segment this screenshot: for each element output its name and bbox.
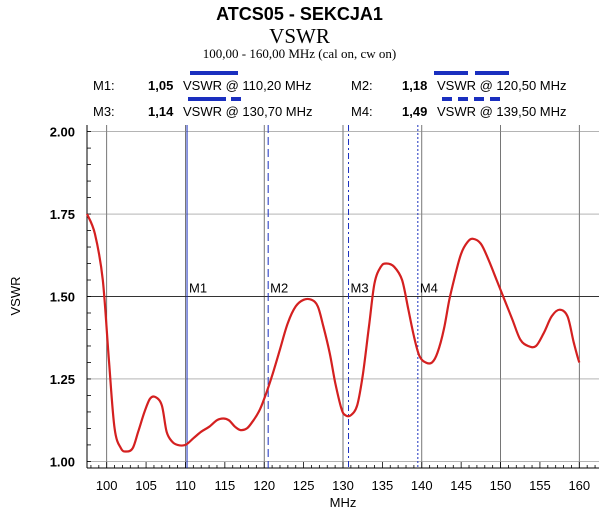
marker-4-value: 1,49 xyxy=(402,104,428,119)
x-tick-label: 150 xyxy=(490,478,512,493)
marker-4-text: VSWR @ 139,50 MHz xyxy=(437,104,567,119)
x-tick-label: 135 xyxy=(372,478,394,493)
chart-title: ATCS05 - SEKCJA1 xyxy=(216,4,383,24)
y-tick-label: 1.25 xyxy=(50,372,75,387)
frequency-range-text: 100,00 - 160,00 MHz (cal on, cw on) xyxy=(202,46,397,61)
marker-3-plot-label: M3 xyxy=(351,281,369,296)
marker-2-plot-label: M2 xyxy=(270,281,288,296)
marker-3-label: M3: xyxy=(93,104,115,119)
x-tick-label: 140 xyxy=(411,478,433,493)
x-tick-label: 115 xyxy=(214,478,235,493)
x-tick-label: 110 xyxy=(175,478,196,493)
marker-1-label: M1: xyxy=(93,78,115,93)
marker-4-plot-label: M4 xyxy=(420,281,438,296)
x-tick-label: 145 xyxy=(450,478,472,493)
y-tick-label: 1.50 xyxy=(50,290,75,305)
chart-subtitle: VSWR xyxy=(269,24,330,48)
x-tick-label: 160 xyxy=(568,478,590,493)
x-axis-label: MHz xyxy=(330,495,357,510)
marker-1-text: VSWR @ 110,20 MHz xyxy=(183,78,312,93)
vswr-series-line xyxy=(85,213,581,453)
marker-1-plot-label: M1 xyxy=(189,281,207,296)
x-tick-label: 100 xyxy=(96,478,118,493)
marker-2-label: M2: xyxy=(351,78,373,93)
marker-2-value: 1,18 xyxy=(402,78,428,93)
x-tick-label: 105 xyxy=(135,478,157,493)
y-tick-label: 2.00 xyxy=(50,125,75,140)
marker-3-text: VSWR @ 130,70 MHz xyxy=(183,104,313,119)
x-tick-label: 120 xyxy=(253,478,275,493)
y-tick-label: 1.00 xyxy=(50,454,75,469)
x-tick-label: 125 xyxy=(293,478,315,493)
marker-2-text: VSWR @ 120,50 MHz xyxy=(437,78,567,93)
x-tick-label: 155 xyxy=(529,478,551,493)
marker-3-value: 1,14 xyxy=(148,104,174,119)
x-tick-label: 130 xyxy=(332,478,354,493)
y-tick-label: 1.75 xyxy=(50,207,75,222)
y-axis-label: VSWR xyxy=(8,277,23,316)
marker-1-value: 1,05 xyxy=(148,78,174,93)
marker-4-label: M4: xyxy=(351,104,373,119)
